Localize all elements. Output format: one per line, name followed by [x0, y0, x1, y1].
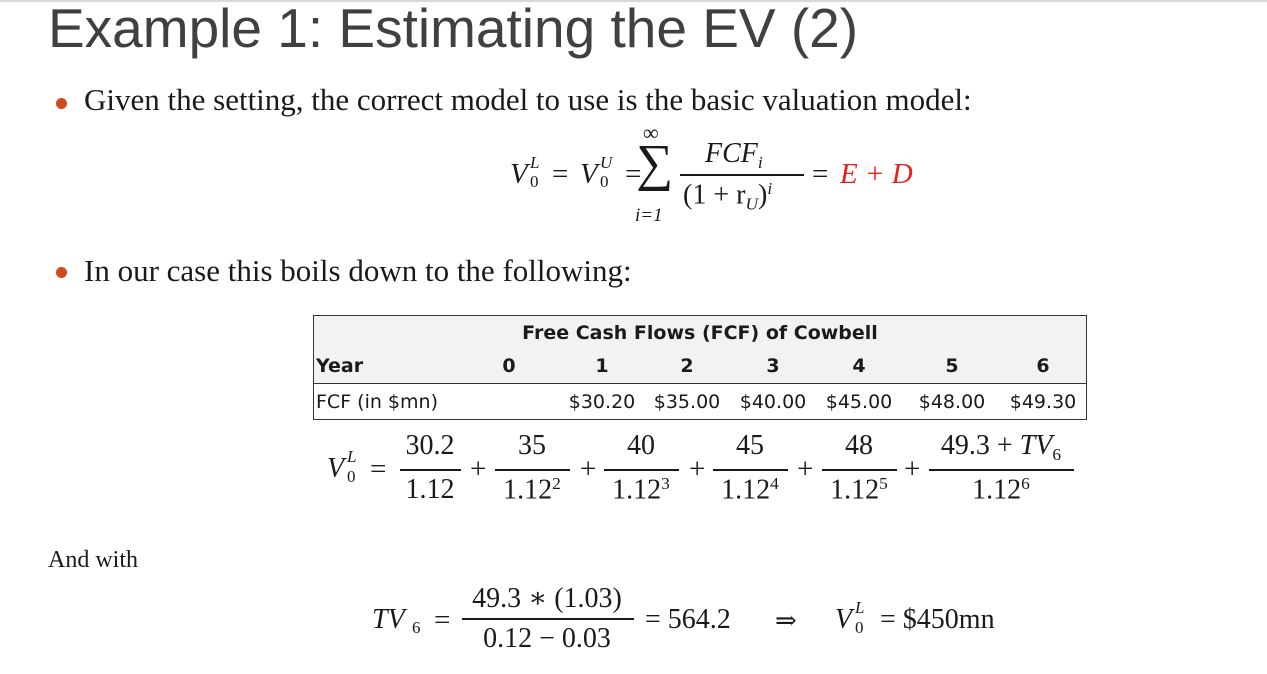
year-cell: 2 [680, 355, 694, 377]
fcf-table: Free Cash Flows (FCF) of Cowbell Year 0 … [313, 315, 1087, 420]
year-cell: 3 [766, 355, 780, 377]
top-border [0, 0, 1267, 2]
tv-denominator: 0.12 − 0.03 [483, 623, 611, 654]
term-numerator: 40 [627, 430, 655, 461]
fraction-bar [604, 469, 679, 471]
bullet-text-1: Given the setting, the correct model to … [84, 82, 972, 117]
ev-result: = $450mn [880, 604, 995, 635]
plus-sign: + [689, 453, 706, 485]
fcf-cell: $35.00 [653, 391, 721, 413]
fraction-bar [400, 469, 461, 471]
v0l-symbol: V [327, 453, 345, 484]
bullet-text-2: In our case this boils down to the follo… [84, 253, 632, 288]
superscript: L [855, 598, 865, 617]
year-label: Year [316, 355, 364, 377]
fraction-bar [462, 618, 634, 620]
tv-value: = 564.2 [645, 604, 731, 635]
fcf-cell: $40.00 [739, 391, 807, 413]
bullet-dot [56, 98, 67, 109]
v0u-symbol: V [580, 158, 598, 190]
table-title: Free Cash Flows (FCF) of Cowbell [522, 322, 878, 344]
superscript: L [347, 447, 357, 466]
fcf-cell: $49.30 [1009, 391, 1077, 413]
term-denominator: 1.123 [612, 474, 670, 506]
subscript: 0 [600, 172, 609, 191]
and-with-text: And with [48, 547, 138, 573]
term-denominator: 1.124 [721, 474, 779, 506]
formula-dcf-sum: V L 0 = 30.2 1.12 + 35 1.122 + 40 1.123 … [327, 430, 1074, 506]
year-cell: 1 [595, 355, 609, 377]
year-cell: 5 [945, 355, 959, 377]
table-row [314, 384, 1086, 419]
subscript: 0 [347, 467, 356, 486]
fraction-bar [713, 469, 788, 471]
fraction-denominator: (1 + rU)i [683, 179, 773, 214]
term-denominator: 1.12 [405, 474, 455, 505]
fcf-cell: $45.00 [825, 391, 893, 413]
tv-numerator: 49.3 ∗ (1.03) [472, 583, 622, 614]
subscript: 0 [855, 618, 864, 637]
term-denominator: 1.125 [830, 474, 888, 506]
plus-sign: + [797, 453, 814, 485]
term-numerator: 35 [518, 430, 546, 461]
fraction-bar [822, 469, 897, 471]
equals-sign: = [812, 158, 829, 190]
implies-arrow-icon: ⇒ [775, 606, 797, 635]
term-denominator: 1.122 [503, 474, 561, 506]
subscript: 0 [530, 172, 539, 191]
plus-sign: + [580, 453, 597, 485]
fraction-bar [495, 469, 570, 471]
table-header [314, 316, 1086, 384]
v0l-symbol: V [510, 158, 528, 190]
v0l-symbol: V [835, 604, 853, 635]
term-numerator: 49.3 + TV6 [940, 430, 1062, 465]
equals-sign: = [552, 158, 569, 190]
year-cell: 6 [1036, 355, 1050, 377]
rhs-e-plus-d: E + D [840, 158, 913, 190]
sum-upper-limit: ∞ [643, 120, 659, 145]
formula-valuation-model: V L 0 = V U 0 = ∞ ∑ i=1 FCFi (1 + rU)i =… [0, 0, 1267, 250]
slide-title: Example 1: Estimating the EV (2) [48, 0, 859, 59]
fraction-bar [680, 174, 804, 176]
tv-symbol: TV [372, 604, 405, 635]
fcf-cell: $48.00 [918, 391, 986, 413]
year-cell: 0 [502, 355, 516, 377]
equals-sign: = [625, 158, 642, 190]
plus-sign: + [904, 453, 921, 485]
fraction-bar [929, 469, 1074, 471]
superscript: L [530, 153, 540, 172]
superscript: U [600, 153, 613, 172]
term-denominator: 1.126 [972, 474, 1030, 506]
term-numerator: 48 [845, 430, 873, 461]
fraction-numerator: FCFi [705, 138, 763, 173]
fcf-cell: $30.20 [568, 391, 636, 413]
plus-sign: + [470, 453, 487, 485]
bullet-dot [56, 267, 67, 278]
term-numerator: 45 [736, 430, 764, 461]
fcf-label: FCF (in $mn) [316, 391, 438, 413]
subscript: 6 [412, 618, 421, 637]
term-numerator: 30.2 [405, 430, 455, 461]
equals-sign: = [370, 453, 387, 485]
sum-lower-limit: i=1 [635, 205, 663, 226]
summation-icon: ∑ [636, 135, 674, 192]
equals-sign: = [434, 604, 451, 636]
year-cell: 4 [852, 355, 866, 377]
